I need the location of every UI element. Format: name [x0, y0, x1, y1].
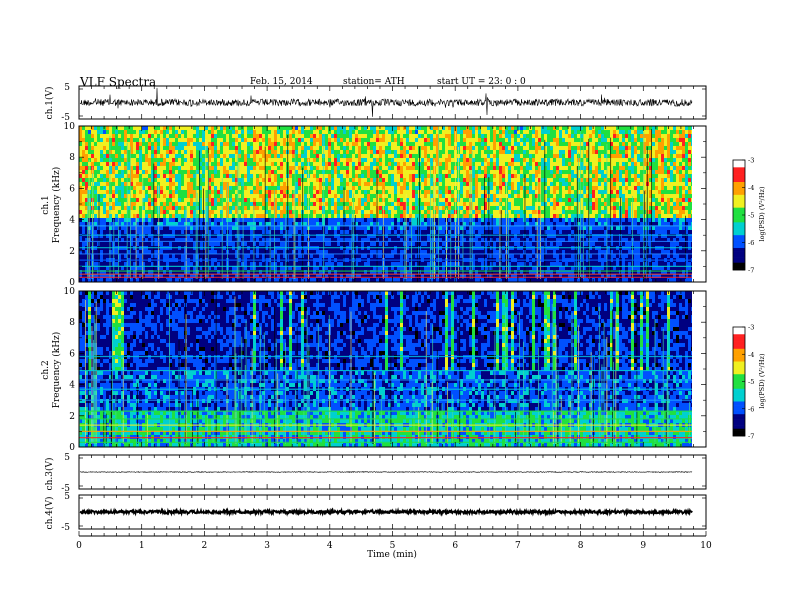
ch1-wave-ylabel: ch.1(V) [44, 87, 55, 120]
ch2-spec-ytick-label: 2 [69, 412, 75, 422]
colorbar-tick-label: -5 [748, 378, 754, 386]
ch2-spec-image [78, 291, 695, 448]
ch1-colorbar-label: log(PSD) (V²/Hz) [758, 186, 766, 241]
colorbar-tick-label: -6 [748, 405, 754, 413]
ch1-spec-ylabel-ch: ch.1 [41, 195, 51, 214]
ch3-wave-trace [79, 471, 693, 473]
ch2-spec-ylabel: Frequency (kHz) [51, 332, 62, 409]
colorbar-tick-label: -7 [748, 433, 754, 441]
x-tick-label: 8 [578, 541, 584, 551]
colorbar-tick-label: -7 [748, 267, 754, 275]
ch2-colorbar: -3 -4 -5 -6 -7 [732, 324, 754, 441]
start-time-label: start UT = 23: 0 : 0 [437, 77, 526, 87]
ch2-spec-ytick-label: 6 [69, 349, 75, 359]
x-tick-label: 3 [264, 541, 270, 551]
x-tick-label: 7 [515, 541, 521, 551]
colorbar-tick-label: -3 [748, 324, 754, 332]
colorbar-tick-label: -4 [748, 351, 754, 359]
ch2-spec-ytick-label: 10 [64, 287, 76, 297]
ch3-wave-tick-top: 5 [64, 453, 70, 463]
ch4-wave-ylabel: ch.4(V) [44, 497, 55, 530]
ch1-spec-ytick-label: 6 [69, 184, 75, 194]
station-label: station= ATH [343, 77, 405, 87]
ch1-spectrogram-panel: 10 8 6 4 2 0 [64, 122, 707, 288]
ch1-spec-image [79, 126, 695, 283]
ch2-spec-ytick-label: 0 [69, 443, 75, 453]
x-tick-label: 0 [76, 541, 82, 551]
ch2-colorbar-label: log(PSD) (V²/Hz) [758, 353, 766, 408]
ch1-spec-ytick-label: 4 [69, 216, 75, 226]
ch1-spec-ytick-label: 8 [69, 153, 75, 163]
ch1-colorbar: -3 -4 -5 -6 -7 [732, 157, 754, 275]
x-tick-label: 2 [202, 541, 208, 551]
ch1-spec-ylabel: Frequency (kHz) [51, 167, 62, 244]
x-tick-label: 9 [640, 541, 646, 551]
ch1-spec-ytick-label: 0 [69, 278, 75, 288]
ch4-waveform-panel [78, 494, 707, 530]
ch4-wave-trace [79, 507, 693, 517]
x-tick-label: 5 [390, 541, 396, 551]
ch1-spec-ytick-label: 10 [64, 122, 76, 132]
time-axis: 0 1 2 3 4 5 6 7 8 9 10 [76, 531, 712, 551]
colorbar-tick-label: -5 [748, 212, 754, 220]
x-tick-label: 1 [139, 541, 145, 551]
x-axis-label: Time (min) [367, 549, 417, 560]
colorbar-tick-label: -6 [748, 239, 754, 247]
colorbar-tick-label: -3 [748, 157, 754, 165]
ch2-spectrogram-panel: 10 8 6 4 2 0 [64, 287, 707, 453]
x-tick-label: 10 [700, 541, 712, 551]
ch3-wave-tick-bottom: -5 [61, 484, 70, 494]
ch2-spec-ytick-label: 8 [69, 318, 75, 328]
ch1-wave-tick-top: 5 [64, 83, 70, 93]
figure-title: VLF Spectra [79, 75, 156, 89]
ch1-spec-ytick-label: 2 [69, 247, 75, 257]
ch4-wave-tick-top: 5 [64, 492, 70, 502]
ch3-waveform-panel [78, 454, 707, 490]
ch4-wave-tick-bottom: -5 [61, 523, 70, 533]
ch2-spec-ylabel-ch: ch.2 [41, 360, 51, 379]
ch3-wave-ylabel: ch.3(V) [44, 458, 55, 491]
ch1-wave-trace [79, 87, 693, 117]
ch1-wave-tick-bottom: -5 [61, 113, 70, 123]
x-tick-label: 4 [327, 541, 333, 551]
x-tick-label: 6 [452, 541, 458, 551]
ch2-spec-ytick-label: 4 [69, 381, 75, 391]
colorbar-tick-label: -4 [748, 184, 754, 192]
ch1-waveform-panel [78, 85, 707, 120]
date-label: Feb. 15, 2014 [250, 77, 313, 87]
